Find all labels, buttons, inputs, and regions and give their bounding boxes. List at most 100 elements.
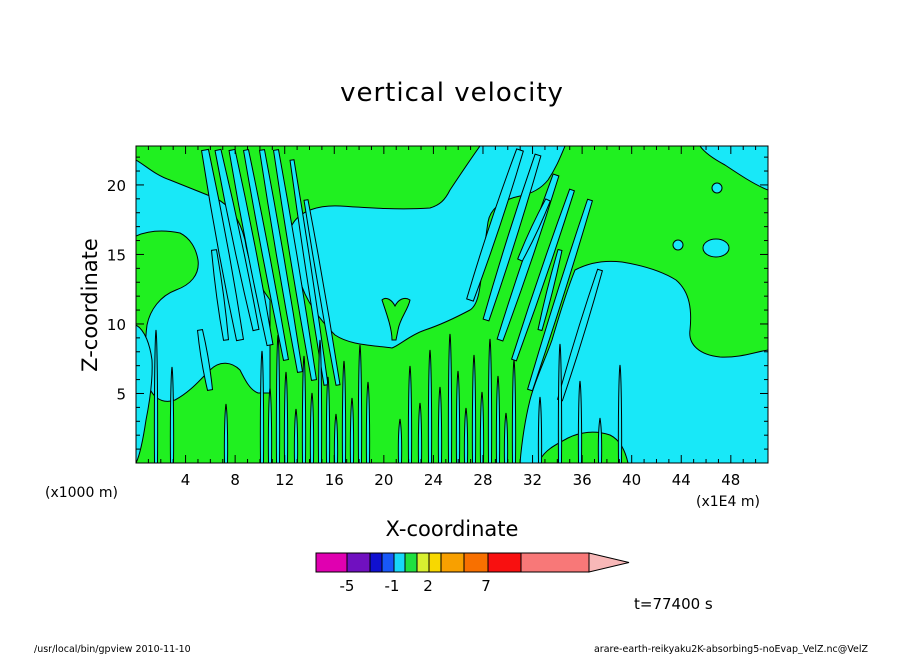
y-tick-label: 5 xyxy=(116,385,126,403)
colorbar-bin xyxy=(381,552,395,573)
streak xyxy=(365,381,371,463)
y-tick-label: 10 xyxy=(107,316,126,334)
streak xyxy=(487,338,493,463)
streak xyxy=(259,350,265,463)
wave-band-right xyxy=(517,198,551,262)
x-unit-left: (x1000 m) xyxy=(45,485,118,501)
streak xyxy=(455,370,461,463)
wave-band-right xyxy=(482,153,542,322)
colorbar-tick-label: 7 xyxy=(481,577,491,595)
streak xyxy=(301,355,307,463)
streak xyxy=(447,333,453,463)
negative-regions xyxy=(136,146,768,463)
wave-band-right xyxy=(526,198,594,392)
contour-streaks-bottom xyxy=(153,329,623,463)
streak xyxy=(537,396,543,463)
streak xyxy=(479,391,485,463)
footer-left: /usr/local/bin/gpview 2010-11-10 xyxy=(34,644,191,654)
wave-band-left xyxy=(258,149,304,373)
streak xyxy=(597,417,603,463)
wave-band-left xyxy=(272,149,318,381)
colorbar-bin xyxy=(346,552,371,573)
colorbar-bin xyxy=(463,552,489,573)
colorbar-bin xyxy=(520,552,590,573)
wave-band-left xyxy=(228,148,274,347)
wave-band-left xyxy=(303,199,341,386)
negative-blob xyxy=(702,238,730,258)
streak xyxy=(223,403,229,463)
wave-band-left xyxy=(200,148,245,342)
streak xyxy=(511,359,517,463)
streak xyxy=(503,412,509,463)
negative-blob xyxy=(711,182,723,194)
plot-frame xyxy=(135,145,769,464)
streak xyxy=(437,386,443,463)
colorbar-bin xyxy=(404,552,418,573)
streak xyxy=(317,339,323,463)
wave-band-right xyxy=(537,248,563,332)
y-axis: 5 10 15 20 xyxy=(107,156,768,450)
colorbar-tick-label: 2 xyxy=(423,577,433,595)
footer-right: arare-earth-reikyaku2K-absorbing5-noEvap… xyxy=(594,644,869,654)
x-tick-label: 40 xyxy=(622,471,641,489)
colorbar xyxy=(315,552,630,573)
streak xyxy=(309,392,315,463)
x-tick-label: 4 xyxy=(181,471,191,489)
wave-band-right xyxy=(466,148,524,302)
streak xyxy=(267,387,273,463)
colorbar-labels: -5 -1 2 7 xyxy=(340,577,491,595)
wave-band-left xyxy=(242,148,290,362)
streak xyxy=(427,349,433,463)
colorbar-extend-arrow xyxy=(588,552,630,573)
x-tick-label: 28 xyxy=(473,471,492,489)
contour-bands-left xyxy=(196,148,341,391)
wave-band-left xyxy=(210,249,230,341)
streak xyxy=(275,334,281,463)
colorbar-bin xyxy=(416,552,430,573)
streak xyxy=(397,418,403,463)
y-tick-label: 15 xyxy=(107,246,126,264)
x-tick-label: 12 xyxy=(275,471,294,489)
positive-tongue xyxy=(381,297,411,341)
x-tick-label: 44 xyxy=(672,471,691,489)
colorbar-bin xyxy=(428,552,442,573)
streak xyxy=(341,360,347,463)
contour-plot xyxy=(136,146,768,463)
y-axis-label: Z-coordinate xyxy=(78,238,102,372)
colorbar-bin xyxy=(315,552,348,573)
streak xyxy=(357,344,363,463)
streak xyxy=(471,354,477,463)
negative-region-top-right xyxy=(699,146,768,191)
x-tick-label: 32 xyxy=(523,471,542,489)
streak xyxy=(617,364,623,463)
streak xyxy=(463,407,469,463)
wave-band-left xyxy=(196,329,214,391)
wave-band-left xyxy=(214,148,260,332)
x-unit-right: (x1E4 m) xyxy=(696,494,760,510)
x-tick-label: 36 xyxy=(573,471,592,489)
colorbar-bin xyxy=(369,552,383,573)
streak xyxy=(349,397,355,463)
contour-bands-right xyxy=(466,148,604,402)
colorbar-bin xyxy=(393,552,406,573)
streak xyxy=(495,375,501,463)
streak xyxy=(417,402,423,463)
streak xyxy=(153,329,159,463)
negative-region-mid-left xyxy=(136,324,153,463)
streak xyxy=(577,380,583,463)
x-tick-label: 16 xyxy=(325,471,344,489)
x-tick-label: 20 xyxy=(374,471,393,489)
x-tick-label: 24 xyxy=(424,471,443,489)
wave-band-right xyxy=(556,268,604,402)
chart-title: vertical velocity xyxy=(340,78,564,108)
colorbar-bin xyxy=(487,552,522,573)
streak xyxy=(293,408,299,463)
colorbar-bin xyxy=(440,552,465,573)
x-tick-label: 8 xyxy=(230,471,240,489)
streak xyxy=(333,413,339,463)
streak xyxy=(325,376,331,463)
streak xyxy=(557,343,563,463)
time-label: t=77400 s xyxy=(634,595,713,613)
colorbar-tick-label: -5 xyxy=(340,577,355,595)
